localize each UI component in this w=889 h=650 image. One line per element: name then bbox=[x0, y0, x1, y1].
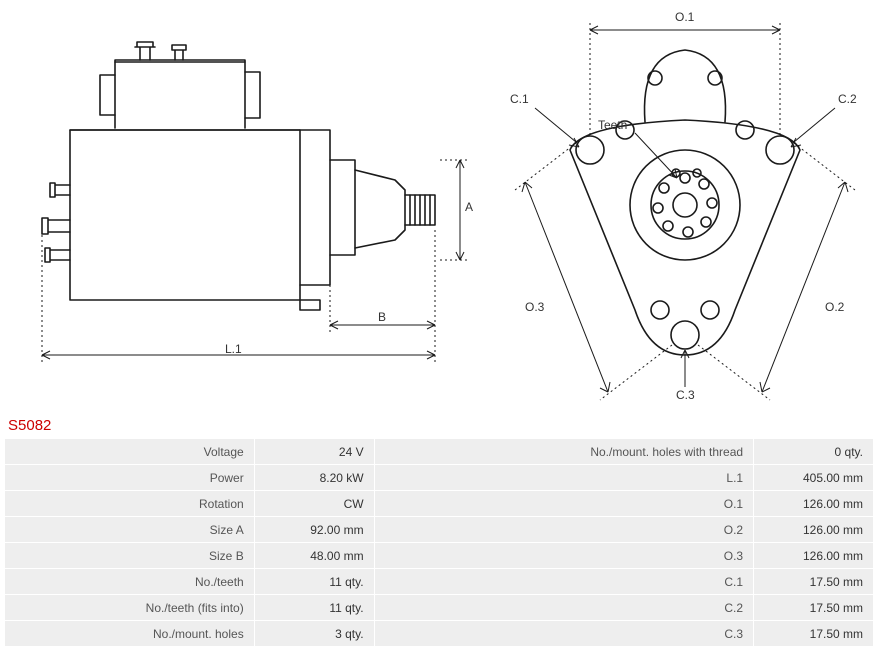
spec-row: Size A92.00 mmO.2126.00 mm bbox=[5, 517, 874, 543]
spec-value: CW bbox=[254, 491, 374, 517]
front-view-diagram: O.1 O.2 O.3 C.1 C.2 C.3 Teeth bbox=[480, 0, 889, 415]
dim-C1: C.1 bbox=[510, 92, 529, 106]
spec-label: C.1 bbox=[374, 569, 754, 595]
dim-L1: L.1 bbox=[225, 342, 242, 356]
spec-value: 17.50 mm bbox=[754, 621, 874, 647]
spec-label: Power bbox=[5, 465, 255, 491]
spec-label: No./teeth (fits into) bbox=[5, 595, 255, 621]
part-number-title: S5082 bbox=[0, 415, 889, 438]
spec-value: 126.00 mm bbox=[754, 491, 874, 517]
spec-label: No./mount. holes with thread bbox=[374, 439, 754, 465]
spec-label: O.3 bbox=[374, 543, 754, 569]
spec-label: Size B bbox=[5, 543, 255, 569]
dim-O3: O.3 bbox=[525, 300, 544, 314]
dim-C3: C.3 bbox=[676, 388, 695, 402]
spec-row: RotationCWO.1126.00 mm bbox=[5, 491, 874, 517]
side-view-diagram: A B L.1 bbox=[0, 0, 480, 415]
dim-O2: O.2 bbox=[825, 300, 844, 314]
dim-Teeth: Teeth bbox=[598, 118, 627, 132]
spec-label: Voltage bbox=[5, 439, 255, 465]
spec-label: Size A bbox=[5, 517, 255, 543]
spec-label: No./teeth bbox=[5, 569, 255, 595]
spec-value: 17.50 mm bbox=[754, 595, 874, 621]
spec-row: No./teeth11 qty.C.117.50 mm bbox=[5, 569, 874, 595]
spec-value: 17.50 mm bbox=[754, 569, 874, 595]
spec-label: O.2 bbox=[374, 517, 754, 543]
spec-label: No./mount. holes bbox=[5, 621, 255, 647]
spec-label: C.2 bbox=[374, 595, 754, 621]
dim-A: A bbox=[465, 200, 473, 214]
spec-row: No./mount. holes3 qty.C.317.50 mm bbox=[5, 621, 874, 647]
spec-label: Rotation bbox=[5, 491, 255, 517]
spec-row: Size B48.00 mmO.3126.00 mm bbox=[5, 543, 874, 569]
dim-O1: O.1 bbox=[675, 10, 694, 24]
spec-row: No./teeth (fits into)11 qty.C.217.50 mm bbox=[5, 595, 874, 621]
spec-value: 126.00 mm bbox=[754, 517, 874, 543]
spec-label: O.1 bbox=[374, 491, 754, 517]
spec-value: 0 qty. bbox=[754, 439, 874, 465]
spec-value: 24 V bbox=[254, 439, 374, 465]
diagram-area: A B L.1 bbox=[0, 0, 889, 415]
spec-value: 126.00 mm bbox=[754, 543, 874, 569]
specs-table: Voltage24 VNo./mount. holes with thread0… bbox=[4, 438, 874, 647]
spec-value: 8.20 kW bbox=[254, 465, 374, 491]
front-view-svg bbox=[480, 0, 889, 415]
spec-value: 11 qty. bbox=[254, 595, 374, 621]
specs-tbody: Voltage24 VNo./mount. holes with thread0… bbox=[5, 439, 874, 647]
spec-label: L.1 bbox=[374, 465, 754, 491]
spec-value: 11 qty. bbox=[254, 569, 374, 595]
dim-B: B bbox=[378, 310, 386, 324]
spec-row: Voltage24 VNo./mount. holes with thread0… bbox=[5, 439, 874, 465]
spec-value: 48.00 mm bbox=[254, 543, 374, 569]
spec-label: C.3 bbox=[374, 621, 754, 647]
spec-row: Power8.20 kWL.1405.00 mm bbox=[5, 465, 874, 491]
spec-value: 405.00 mm bbox=[754, 465, 874, 491]
dim-C2: C.2 bbox=[838, 92, 857, 106]
spec-value: 92.00 mm bbox=[254, 517, 374, 543]
spec-value: 3 qty. bbox=[254, 621, 374, 647]
